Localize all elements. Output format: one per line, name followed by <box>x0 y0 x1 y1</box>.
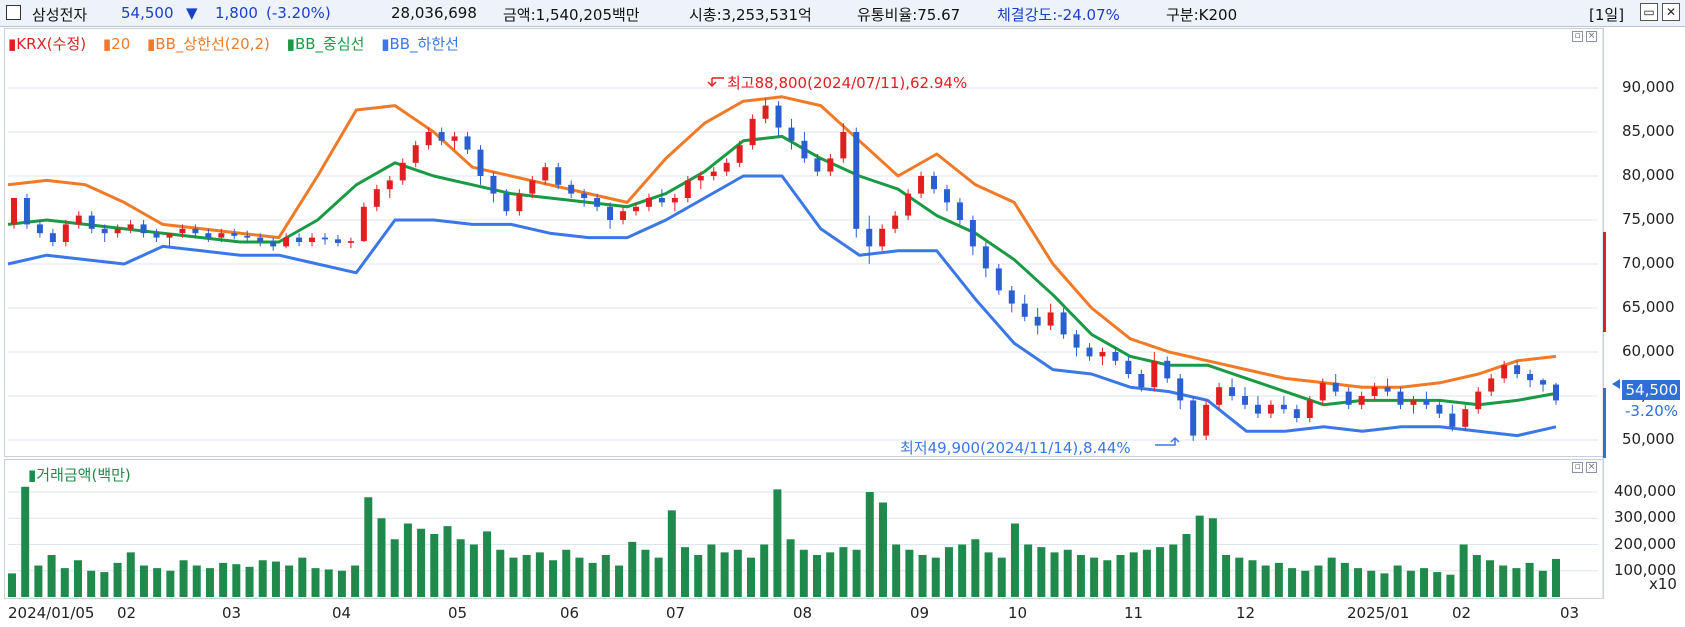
date-tick-label: 11 <box>1124 604 1144 622</box>
legend-ma20: ▮20 <box>102 35 131 53</box>
volume-tick-label: 400,000 <box>1614 482 1677 500</box>
date-tick-label: 2025/01 <box>1347 604 1410 622</box>
legend-bb-lower: ▮BB_하한선 <box>381 35 459 53</box>
volume-panel-close-icon[interactable]: × <box>1586 462 1597 473</box>
date-tick-label: 10 <box>1008 604 1028 622</box>
stock-status-bar: 삼성전자 54,500 ▼ 1,800 (-3.20%) 28,036,698 … <box>0 0 1685 27</box>
date-tick-label: 09 <box>910 604 930 622</box>
current-change-tag: -3.20% <box>1625 402 1679 420</box>
down-arrow-icon: ▼ <box>186 4 198 22</box>
high-annotation: 최고88,800(2024/07/11),62.94% <box>727 74 968 92</box>
price-change: 1,800 <box>215 4 258 22</box>
date-tick-label: 02 <box>1452 604 1472 622</box>
date-tick-label: 06 <box>560 604 580 622</box>
current-price-pointer <box>1612 379 1620 389</box>
date-tick-label: 02 <box>117 604 137 622</box>
price-tick-label: 80,000 <box>1622 166 1675 184</box>
date-tick-label: 12 <box>1236 604 1256 622</box>
price-tick-label: 75,000 <box>1622 210 1675 228</box>
price-tick-label: 90,000 <box>1622 78 1675 96</box>
index-category: 구분:K200 <box>1166 6 1238 24</box>
legend-bb-upper: ▮BB_상한선(20,2) <box>147 35 270 53</box>
float-ratio: 유통비율:75.67 <box>857 6 961 24</box>
volume-tick-label: 300,000 <box>1614 508 1677 527</box>
date-tick-label: 04 <box>332 604 352 622</box>
price-tick-label: 50,000 <box>1622 430 1675 448</box>
legend-bb-mid: ▮BB_중심선 <box>286 35 365 53</box>
volume-legend: ▮거래금액(백만) <box>28 466 131 484</box>
price-tick-label: 65,000 <box>1622 298 1675 316</box>
trade-amount: 금액:1,540,205백만 <box>503 6 640 24</box>
trade-strength: 체결강도:-24.07% <box>997 6 1120 24</box>
trade-volume: 28,036,698 <box>391 4 477 22</box>
price-tick-label: 60,000 <box>1622 342 1675 360</box>
low-annotation: 최저49,900(2024/11/14),8.44% <box>900 439 1131 457</box>
date-tick-label: 07 <box>666 604 686 622</box>
volume-panel-maximize-icon[interactable]: ▫ <box>1572 462 1583 473</box>
restore-button[interactable]: ▭ <box>1640 3 1658 21</box>
legend-krx: ▮KRX(수정) <box>8 35 87 53</box>
current-price-tag: 54,500 <box>1622 380 1680 400</box>
close-button[interactable]: ✕ <box>1662 3 1680 21</box>
volume-chart-panel[interactable] <box>4 459 1604 599</box>
date-tick-label: 03 <box>1560 604 1580 622</box>
stock-name[interactable]: 삼성전자 <box>32 6 88 24</box>
date-tick-label: 2024/01/05 <box>8 604 95 622</box>
volume-tick-label: 100,000 <box>1614 560 1677 579</box>
current-price: 54,500 <box>121 4 174 22</box>
price-change-pct: (-3.20%) <box>266 4 331 22</box>
volume-tick-label: x10 <box>1649 575 1677 593</box>
panel-close-icon[interactable]: × <box>1586 31 1597 42</box>
market-cap: 시총:3,253,531억 <box>689 6 812 24</box>
date-tick-label: 08 <box>793 604 813 622</box>
select-checkbox[interactable] <box>6 5 21 20</box>
date-tick-label: 05 <box>448 604 468 622</box>
volume-tick-label: 200,000 <box>1614 534 1677 553</box>
panel-maximize-icon[interactable]: ▫ <box>1572 31 1583 42</box>
period-selector[interactable]: [1일] <box>1589 6 1625 24</box>
price-tick-label: 70,000 <box>1622 254 1675 272</box>
date-tick-label: 03 <box>222 604 242 622</box>
price-legend: ▮KRX(수정) ▮20 ▮BB_상한선(20,2) ▮BB_중심선 ▮BB_하… <box>8 33 471 54</box>
price-tick-label: 85,000 <box>1622 122 1675 140</box>
